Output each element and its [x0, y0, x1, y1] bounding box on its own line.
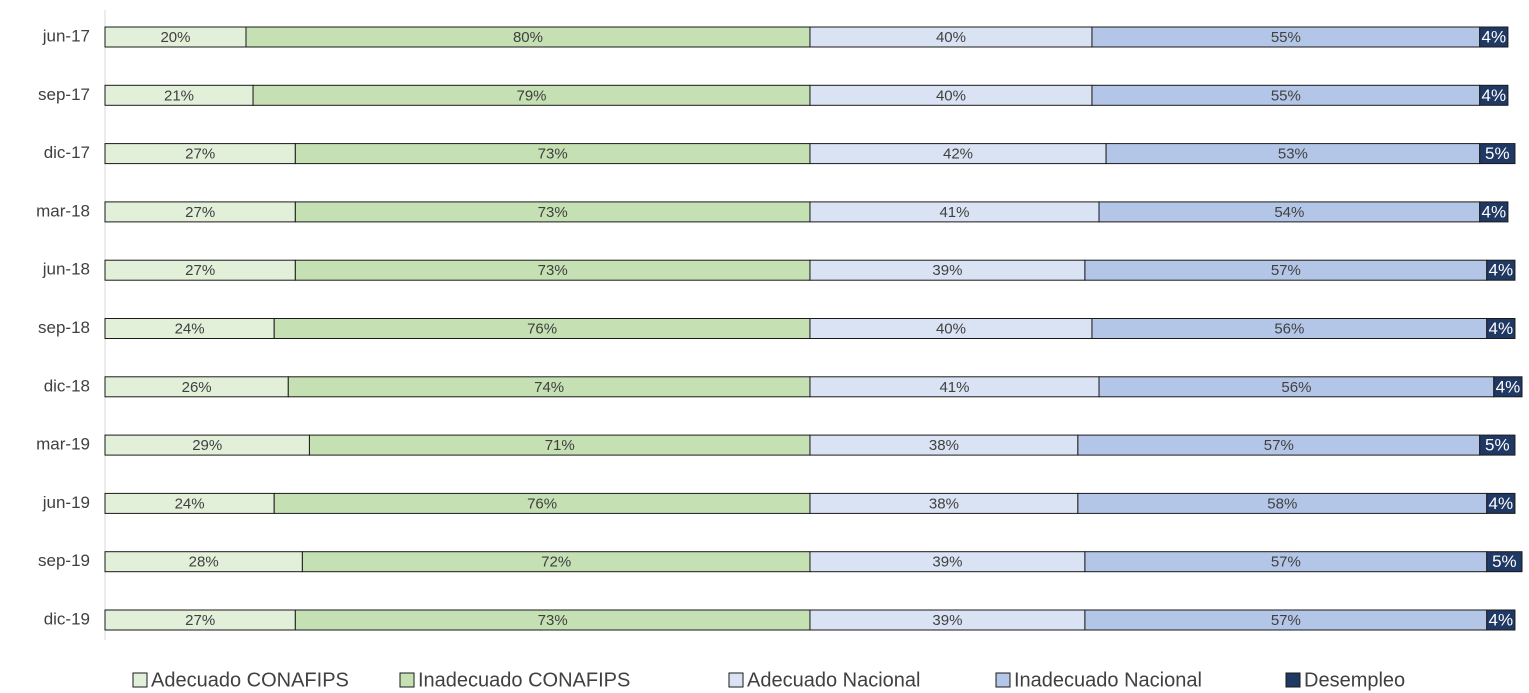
data-label: 5% — [1492, 552, 1517, 571]
legend-label: Desempleo — [1304, 669, 1405, 691]
data-label: 56% — [1274, 320, 1304, 337]
bar-segment — [1486, 318, 1516, 339]
data-label: 5% — [1485, 436, 1510, 455]
data-label: 76% — [527, 495, 557, 512]
data-label: 29% — [192, 437, 222, 454]
data-label: 4% — [1482, 86, 1507, 105]
category-label: sep-17 — [38, 85, 90, 104]
data-label: 58% — [1267, 495, 1297, 512]
bar-segment — [1479, 84, 1509, 106]
data-label: 76% — [527, 320, 557, 337]
data-label: 4% — [1496, 377, 1521, 396]
bar-segment — [1486, 609, 1516, 631]
data-label: 5% — [1485, 144, 1510, 163]
data-label: 27% — [185, 204, 215, 221]
data-label: 39% — [932, 612, 962, 629]
data-label: 27% — [185, 146, 215, 163]
category-label: dic-17 — [44, 143, 90, 162]
category-label: sep-19 — [38, 551, 90, 570]
data-label: 72% — [541, 554, 571, 571]
data-label: 4% — [1482, 202, 1507, 221]
data-label: 39% — [932, 554, 962, 571]
category-label: dic-18 — [44, 376, 90, 395]
bar-segment — [1479, 434, 1516, 456]
bar-segment — [1486, 259, 1516, 281]
data-label: 41% — [939, 379, 969, 396]
bar-segment — [1479, 143, 1516, 165]
data-label: 55% — [1271, 87, 1301, 104]
data-label: 40% — [936, 320, 966, 337]
data-label: 42% — [943, 146, 973, 163]
bar-segment — [1479, 201, 1509, 223]
data-label: 74% — [534, 379, 564, 396]
bar-segment — [1486, 492, 1516, 514]
legend-label: Inadecuado Nacional — [1014, 669, 1202, 691]
data-label: 57% — [1271, 554, 1301, 571]
data-label: 4% — [1482, 27, 1507, 46]
data-label: 57% — [1271, 262, 1301, 279]
legend-swatch — [995, 672, 1011, 688]
category-label: mar-19 — [36, 435, 90, 454]
category-label: jun-19 — [42, 493, 90, 512]
data-label: 41% — [939, 204, 969, 221]
legend-swatch — [132, 672, 148, 688]
data-label: 28% — [189, 554, 219, 571]
legend-swatch — [728, 672, 744, 688]
data-label: 24% — [175, 320, 205, 337]
data-label: 27% — [185, 612, 215, 629]
data-label: 79% — [516, 87, 546, 104]
data-label: 55% — [1271, 29, 1301, 46]
data-label: 40% — [936, 29, 966, 46]
legend-label: Adecuado Nacional — [747, 669, 920, 691]
legend-label: Inadecuado CONAFIPS — [418, 669, 630, 691]
data-label: 73% — [538, 146, 568, 163]
data-label: 27% — [185, 262, 215, 279]
legend-label: Adecuado CONAFIPS — [151, 669, 349, 691]
data-label: 4% — [1489, 319, 1514, 338]
data-label: 26% — [182, 379, 212, 396]
data-label: 20% — [160, 29, 190, 46]
data-label: 57% — [1264, 437, 1294, 454]
legend-swatch — [1285, 672, 1301, 688]
category-label: dic-19 — [44, 609, 90, 628]
bar-segment — [1493, 376, 1523, 398]
data-label: 57% — [1271, 612, 1301, 629]
bar-segment — [1486, 551, 1523, 573]
bar-segment — [1479, 26, 1509, 48]
data-label: 73% — [538, 612, 568, 629]
legend-swatch — [399, 672, 415, 688]
data-label: 24% — [175, 495, 205, 512]
data-label: 38% — [929, 495, 959, 512]
data-label: 38% — [929, 437, 959, 454]
category-label: sep-18 — [38, 318, 90, 337]
data-label: 53% — [1278, 146, 1308, 163]
data-label: 21% — [164, 87, 194, 104]
data-label: 56% — [1281, 379, 1311, 396]
data-label: 71% — [545, 437, 575, 454]
data-label: 4% — [1489, 610, 1514, 629]
category-label: mar-18 — [36, 201, 90, 220]
data-label: 73% — [538, 262, 568, 279]
data-label: 39% — [932, 262, 962, 279]
data-label: 73% — [538, 204, 568, 221]
data-label: 4% — [1489, 494, 1514, 513]
data-label: 54% — [1274, 204, 1304, 221]
data-label: 40% — [936, 87, 966, 104]
data-label: 4% — [1489, 261, 1514, 280]
category-label: jun-18 — [42, 260, 90, 279]
category-label: jun-17 — [42, 26, 90, 45]
data-label: 80% — [513, 29, 543, 46]
